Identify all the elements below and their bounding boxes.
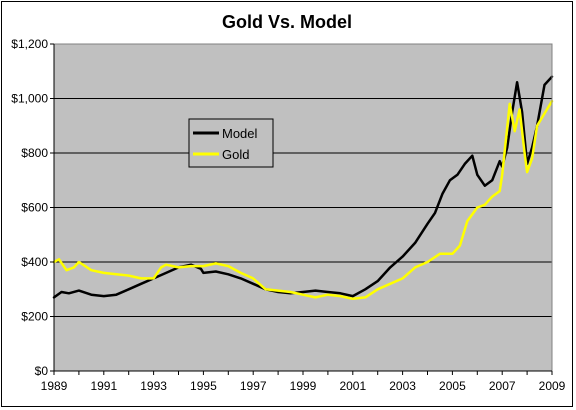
x-tick-label: 2009 — [539, 379, 566, 393]
x-tick-label: 2003 — [389, 379, 416, 393]
x-tick-label: 2007 — [489, 379, 516, 393]
legend-label-gold: Gold — [222, 147, 249, 162]
legend-box — [188, 118, 274, 168]
x-tick-label: 2001 — [339, 379, 366, 393]
y-tick-label: $0 — [35, 364, 49, 378]
legend: Model Gold — [188, 118, 274, 168]
series-layer — [52, 75, 554, 301]
x-tick-label: 1989 — [41, 379, 68, 393]
x-tick-label: 1995 — [190, 379, 217, 393]
x-tick-label: 1999 — [290, 379, 317, 393]
y-tick-label: $1,000 — [11, 92, 48, 106]
x-tick-label: 1997 — [240, 379, 267, 393]
legend-label-model: Model — [222, 126, 258, 141]
x-tick-label: 2005 — [439, 379, 466, 393]
chart-title: Gold Vs. Model — [222, 12, 352, 32]
y-tick-label: $600 — [21, 201, 48, 215]
y-axis: $0 $200 $400 $600 $800 $1,000 $1,200 — [11, 37, 55, 378]
series-line-gold — [52, 99, 554, 301]
x-tick-label: 1991 — [90, 379, 117, 393]
y-tick-label: $200 — [21, 310, 48, 324]
y-tick-label: $1,200 — [11, 37, 48, 51]
y-tick-label: $800 — [21, 146, 48, 160]
y-tick-label: $400 — [21, 255, 48, 269]
x-axis: 1989 1991 1993 1995 1997 1999 2001 2003 2005 2007… — [41, 370, 566, 393]
x-tick-label: 1993 — [140, 379, 167, 393]
